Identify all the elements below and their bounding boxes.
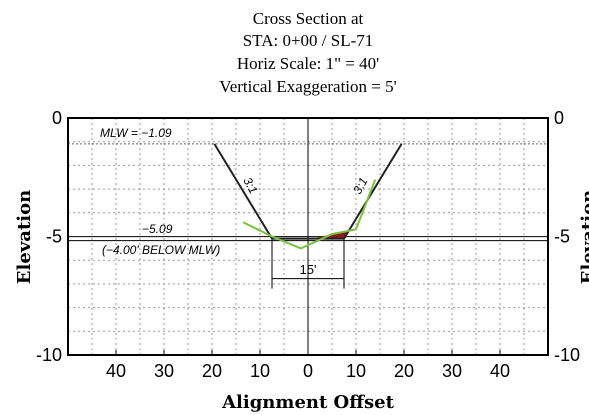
y-tick-label: -10 (36, 345, 62, 365)
x-tick-label: 30 (442, 361, 462, 381)
annotations: MLW = −1.09 −5.09 (−4.00' BELOW MLW) 3:1… (100, 126, 370, 277)
x-tick-label: 20 (202, 361, 222, 381)
series-line (242, 179, 377, 250)
title-line: Vertical Exaggeration = 5' (219, 77, 396, 96)
title-line: Cross Section at (253, 9, 364, 28)
annotation: 3:1 (350, 175, 370, 196)
title-line: Horiz Scale: 1" = 40' (237, 54, 379, 73)
x-tick-label: 10 (250, 361, 270, 381)
plot-area (67, 117, 549, 356)
series-line (213, 143, 403, 240)
title: Cross Section at STA: 0+00 / SL-71 Horiz… (219, 9, 396, 96)
x-tick-label: 20 (394, 361, 414, 381)
y2-tick-label: -5 (554, 227, 570, 247)
x-tick-label: 30 (154, 361, 174, 381)
y-axis-label: Elevation (14, 190, 35, 284)
annotation: −5.09 (142, 222, 173, 236)
dimension-label: 15' (300, 262, 317, 277)
y2-tick-label: -10 (554, 345, 580, 365)
x-tick-label: 0 (303, 361, 313, 381)
x-tick-label: 40 (106, 361, 126, 381)
x-tick-label: 10 (346, 361, 366, 381)
x-tick-label: 40 (490, 361, 510, 381)
annotation: MLW = −1.09 (100, 126, 172, 140)
y2-axis-label: Elevation (578, 190, 589, 284)
y2-tick-label: 0 (554, 108, 564, 128)
title-line: STA: 0+00 / SL-71 (243, 31, 374, 50)
y-tick-label: 0 (52, 108, 62, 128)
annotation: (−4.00' BELOW MLW) (102, 243, 220, 257)
annotation: 3:1 (240, 175, 260, 196)
x-axis-label: Alignment Offset (221, 392, 395, 413)
y-tick-label: -5 (46, 227, 62, 247)
